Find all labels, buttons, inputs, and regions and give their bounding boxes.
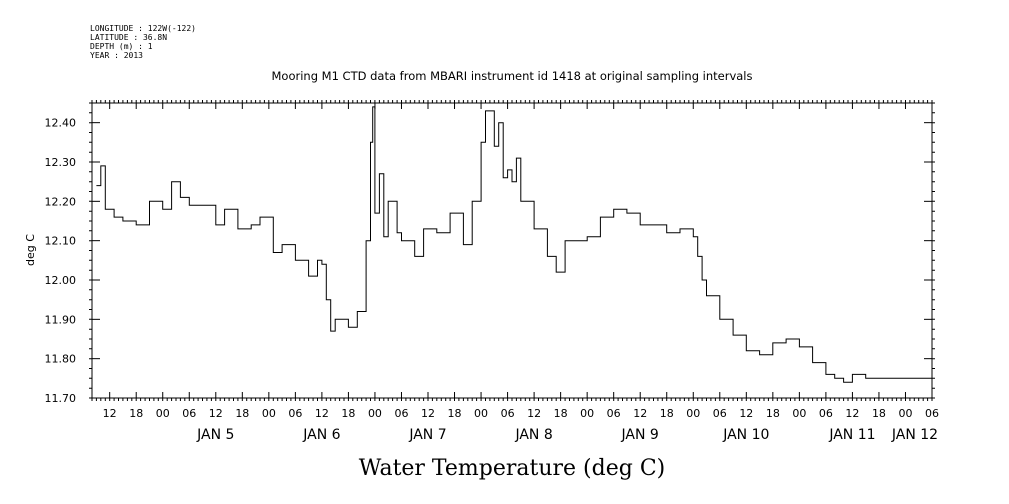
x-tick-label: 12	[633, 407, 647, 420]
x-tick-label: 18	[660, 407, 674, 420]
day-label: JAN 7	[408, 427, 446, 443]
x-tick-label: 18	[235, 407, 249, 420]
x-tick-label: 00	[580, 407, 594, 420]
x-tick-label: 18	[129, 407, 143, 420]
day-label: JAN 6	[302, 427, 340, 443]
x-tick-label: 18	[872, 407, 886, 420]
x-tick-label: 00	[262, 407, 276, 420]
meta-line: LONGITUDE : 122W(-122)	[90, 24, 196, 33]
series-line	[96, 106, 932, 383]
x-tick-label: 18	[554, 407, 568, 420]
y-tick-label: 11.70	[45, 392, 77, 405]
x-tick-label: 12	[421, 407, 435, 420]
y-tick-label: 11.90	[45, 313, 77, 326]
y-tick-label: 11.80	[45, 353, 77, 366]
x-tick-label: 12	[315, 407, 329, 420]
day-label: JAN 8	[514, 427, 552, 443]
x-tick-label: 18	[448, 407, 462, 420]
minor-ticks	[89, 100, 935, 401]
day-label: JAN 12	[891, 427, 938, 443]
chart-title: Mooring M1 CTD data from MBARI instrumen…	[272, 69, 753, 83]
day-label: JAN 5	[196, 427, 234, 443]
x-tick-label: 12	[103, 407, 117, 420]
x-tick-label: 00	[686, 407, 700, 420]
x-tick-label: 00	[474, 407, 488, 420]
meta-line: LATITUDE : 36.8N	[90, 33, 167, 42]
x-axis: 12 18 00 06 12 18 00 06 12 18 00 06 12 18 00 06 12 18 00 06…	[103, 103, 939, 420]
x-tick-label: 06	[713, 407, 727, 420]
series-layer	[96, 106, 932, 383]
x-tick-label: 00	[792, 407, 806, 420]
y-tick-label: 12.10	[45, 235, 77, 248]
meta-line: YEAR : 2013	[90, 51, 143, 60]
x-tick-label: 12	[845, 407, 859, 420]
y-tick-label: 12.40	[45, 117, 77, 130]
y-tick-label: 12.30	[45, 156, 77, 169]
x-axis-label: Water Temperature (deg C)	[359, 456, 666, 481]
day-label: JAN 9	[621, 427, 659, 443]
minor-tick-marks	[89, 100, 935, 401]
x-tick-label: 06	[607, 407, 621, 420]
x-tick-label: 06	[182, 407, 196, 420]
x-tick-label: 12	[739, 407, 753, 420]
x-tick-label: 06	[394, 407, 408, 420]
x-tick-label: 00	[156, 407, 170, 420]
x-tick-label: 18	[766, 407, 780, 420]
x-tick-label: 12	[527, 407, 541, 420]
x-tick-label: 06	[925, 407, 939, 420]
y-tick-label: 12.20	[45, 195, 77, 208]
x-tick-label: 12	[209, 407, 223, 420]
x-tick-label: 06	[288, 407, 302, 420]
x-tick-label: 00	[368, 407, 382, 420]
y-tick-label: 12.00	[45, 274, 77, 287]
x-tick-label: 06	[819, 407, 833, 420]
day-label: JAN 11	[828, 427, 875, 443]
y-axis-label: deg C	[24, 234, 37, 266]
y-axis: 11.70 11.80 11.90 12.00 12.10 12.20 12.30 12.40	[45, 117, 932, 405]
plot-frame	[91, 102, 933, 399]
meta-line: DEPTH (m) : 1	[90, 42, 153, 51]
metadata-block: LONGITUDE : 122W(-122) LATITUDE : 36.8N …	[90, 24, 196, 60]
x-tick-label: 18	[341, 407, 355, 420]
day-labels: JAN 5 JAN 6 JAN 7 JAN 8 JAN 9 JAN 10 JAN 11 JAN…	[196, 427, 938, 443]
x-tick-label: 06	[501, 407, 515, 420]
day-label: JAN 10	[722, 427, 769, 443]
x-tick-label: 00	[898, 407, 912, 420]
